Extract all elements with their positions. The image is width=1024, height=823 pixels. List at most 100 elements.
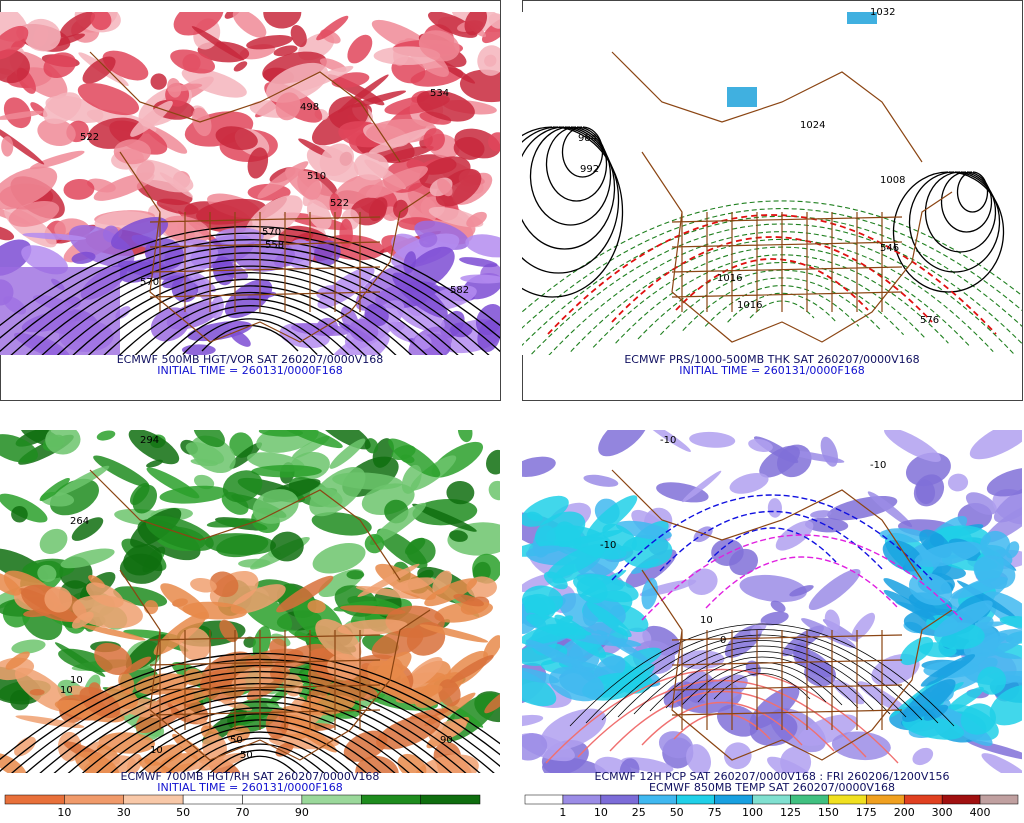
shaded-field bbox=[146, 459, 164, 468]
shaded-field bbox=[282, 713, 316, 731]
colorbar: 1 10 25 50 75 100 125 150 175 200 300 400 bbox=[524, 794, 1019, 819]
shaded-field bbox=[459, 257, 498, 268]
shaded-field bbox=[79, 686, 121, 719]
shaded-field bbox=[615, 520, 672, 540]
shaded-field bbox=[727, 87, 757, 107]
shaded-field bbox=[123, 544, 163, 576]
shaded-field bbox=[711, 538, 744, 566]
shaded-field bbox=[376, 714, 441, 750]
contour-label: 498 bbox=[300, 102, 319, 113]
shaded-field bbox=[156, 198, 199, 215]
shaded-field bbox=[912, 747, 934, 766]
colorbar-swatch bbox=[524, 794, 564, 805]
shaded-field bbox=[119, 259, 158, 283]
shaded-field bbox=[414, 754, 479, 773]
shaded-field bbox=[0, 110, 44, 120]
shaded-field bbox=[488, 132, 500, 152]
shaded-field bbox=[191, 26, 244, 61]
boundary bbox=[89, 469, 431, 761]
shaded-field bbox=[682, 470, 722, 503]
shaded-field bbox=[423, 128, 445, 151]
shaded-field bbox=[276, 575, 334, 613]
shaded-field bbox=[219, 619, 238, 643]
contour-label: 294 bbox=[140, 435, 159, 446]
contour-label: 570 bbox=[140, 277, 159, 288]
shaded-field bbox=[658, 731, 693, 759]
shaded-field bbox=[340, 605, 406, 615]
shaded-field bbox=[54, 465, 110, 497]
shaded-field bbox=[989, 685, 1022, 726]
contour bbox=[181, 737, 339, 773]
shaded-field bbox=[229, 442, 263, 469]
contour bbox=[659, 510, 885, 572]
map-panel bbox=[0, 12, 500, 355]
shaded-field bbox=[128, 159, 194, 193]
shaded-field bbox=[166, 697, 220, 735]
shaded-field bbox=[450, 704, 484, 728]
shaded-field bbox=[113, 139, 152, 165]
shaded-field bbox=[77, 82, 140, 116]
shaded-field bbox=[285, 239, 315, 269]
shaded-field bbox=[5, 651, 30, 670]
shaded-field bbox=[8, 200, 60, 227]
shaded-field bbox=[329, 438, 366, 469]
shaded-field bbox=[438, 679, 461, 707]
shaded-field bbox=[353, 152, 389, 181]
contour bbox=[166, 731, 354, 773]
shaded-field bbox=[209, 571, 239, 598]
shaded-field bbox=[449, 655, 494, 683]
shaded-field bbox=[366, 166, 428, 198]
shaded-field bbox=[220, 699, 253, 711]
shaded-field bbox=[749, 711, 798, 747]
contour-label: -10 bbox=[600, 540, 616, 551]
shaded-field bbox=[29, 150, 85, 170]
contour-label: 546 bbox=[880, 243, 899, 254]
shaded-field bbox=[401, 464, 422, 494]
shaded-field bbox=[522, 714, 544, 727]
colorbar-swatch bbox=[676, 794, 715, 805]
shaded-field bbox=[973, 555, 1016, 590]
contour-label: 10 bbox=[60, 685, 73, 696]
caption: ECMWF 850MB TEMP SAT 260207/0000V168 bbox=[649, 781, 895, 794]
colorbar-label: 25 bbox=[632, 806, 646, 819]
contour-label: 522 bbox=[80, 132, 99, 143]
shaded-field bbox=[656, 482, 709, 503]
shaded-field bbox=[263, 12, 302, 29]
contour bbox=[585, 629, 939, 724]
contour-label: 10 bbox=[70, 675, 83, 686]
initial-time: INITIAL TIME = 260131/0000F168 bbox=[157, 781, 342, 794]
shaded-field bbox=[419, 232, 438, 248]
shaded-field bbox=[190, 578, 217, 593]
shaded-field bbox=[72, 595, 143, 629]
map-panel bbox=[522, 12, 1022, 355]
shaded-field bbox=[902, 715, 965, 740]
shaded-field bbox=[882, 540, 924, 572]
colorbar-swatch bbox=[752, 794, 791, 805]
map-panel bbox=[522, 430, 1022, 773]
shaded-field bbox=[337, 619, 408, 636]
shaded-field bbox=[466, 211, 487, 228]
shaded-field bbox=[161, 215, 211, 244]
shaded-field bbox=[94, 642, 132, 675]
map-background bbox=[522, 12, 1022, 355]
shaded-field bbox=[397, 753, 427, 773]
shaded-field bbox=[688, 568, 718, 596]
shaded-field bbox=[368, 197, 388, 222]
contour bbox=[0, 225, 500, 327]
contour-label: 582 bbox=[450, 285, 469, 296]
shaded-field bbox=[465, 234, 500, 258]
shaded-field bbox=[0, 434, 38, 463]
shaded-field bbox=[547, 543, 607, 579]
colorbar-swatch bbox=[123, 794, 184, 805]
shaded-field bbox=[981, 753, 1022, 773]
shaded-field bbox=[883, 589, 935, 621]
contour bbox=[87, 278, 413, 355]
shaded-field bbox=[388, 438, 441, 478]
shaded-field bbox=[247, 147, 269, 179]
contour bbox=[195, 743, 325, 773]
colorbar-label: 1 bbox=[559, 806, 566, 819]
shaded-field bbox=[355, 755, 399, 773]
shaded-field bbox=[0, 225, 15, 241]
shaded-field bbox=[748, 438, 773, 453]
shaded-field bbox=[39, 477, 70, 502]
